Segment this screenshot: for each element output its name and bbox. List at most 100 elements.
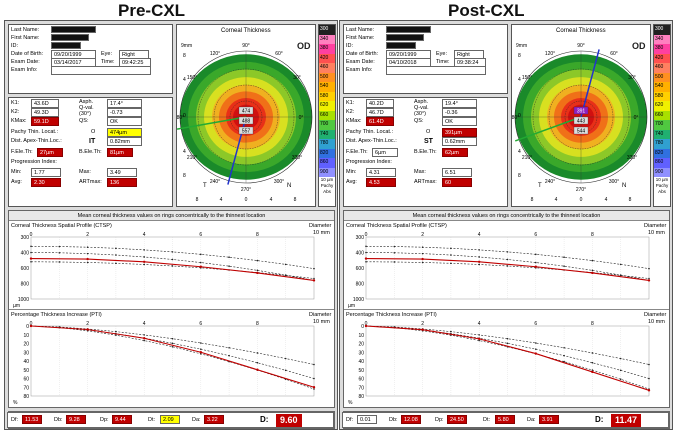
y-tick: 800 [356, 282, 365, 288]
normative-point [535, 342, 537, 344]
patient-point [86, 257, 89, 261]
scale-step: 540 [319, 82, 335, 92]
fele-label: F.Ele.Th: [346, 149, 368, 155]
y-tick: 600 [21, 266, 30, 272]
qs-label: QS: [414, 118, 424, 124]
scale-step: 460 [319, 63, 335, 73]
y-tick: 30 [23, 350, 29, 356]
x-tick: 0 [365, 321, 368, 327]
map-value-box [238, 116, 254, 125]
diameter-label: Diameter [309, 223, 332, 229]
normative-point [171, 251, 174, 253]
scale-step: 860 [654, 158, 670, 168]
normative-point [30, 245, 32, 248]
dt-value: 2.09 [160, 415, 180, 424]
x-tick: 6 [534, 321, 537, 327]
normative-point [393, 261, 396, 263]
eye-indicator: OD [297, 41, 311, 51]
avg-field: 2.30 [31, 178, 61, 187]
normative-curve [30, 325, 315, 390]
normative-point [313, 388, 315, 390]
avg-label: Avg: [11, 179, 22, 185]
normative-point [421, 252, 424, 255]
db-label: Db: [389, 417, 398, 423]
normative-point [591, 369, 594, 371]
last-name-field[interactable] [386, 26, 431, 33]
normative-point [256, 259, 259, 262]
info-label: Exam Info: [11, 67, 38, 73]
y-tick: 600 [356, 266, 365, 272]
normative-point [143, 263, 145, 266]
keratometry-box: K1: 43.6D K2: 49.3D KMax: 59.1D Asph. Q-val. (30… [8, 97, 173, 207]
thickness-map-box: Corneal Thickness 391 443 544 OD 9mm 90° 270° 18… [511, 24, 651, 207]
normative-point [450, 254, 452, 256]
y-tick: 1000 [18, 297, 29, 303]
normative-point [115, 254, 117, 256]
normative-point [256, 269, 259, 272]
title-post: Post-CXL [448, 1, 525, 20]
y-unit: µm [348, 303, 355, 309]
scale-step: 780 [654, 139, 670, 149]
id-field[interactable] [386, 42, 416, 49]
y-tick: 70 [358, 385, 364, 391]
normative-point [421, 261, 424, 264]
eye-indicator: OD [632, 41, 646, 51]
scale-step: 420 [654, 53, 670, 63]
y-tick: 20 [23, 342, 29, 348]
id-field[interactable] [51, 42, 81, 49]
k1-field: 40.2D [366, 99, 394, 108]
last-name-field[interactable] [51, 26, 96, 33]
patient-point [29, 257, 33, 260]
meridian-line [580, 49, 600, 118]
angle-label: 30° [628, 75, 636, 81]
scale-footer: Abs [323, 189, 331, 194]
mean-band: Mean corneal thickness values on rings c… [344, 211, 669, 221]
angle-label-bottom: 270° [241, 187, 251, 193]
y-tick: 300 [21, 235, 30, 241]
qs-field: OK [442, 117, 477, 126]
normative-point [200, 253, 202, 256]
y-unit: µm [13, 303, 20, 309]
color-scale: 300 340 380 420 460 500 540 580 620 660 700 740 780 8… [318, 24, 336, 207]
asph-field: 19.4° [442, 99, 477, 108]
map-value: 488 [242, 119, 251, 125]
angle-label-right: 0° [299, 115, 304, 121]
first-name-field[interactable] [51, 34, 89, 41]
angle-label: 60° [610, 51, 618, 57]
angle-label-top: 90° [577, 43, 585, 49]
asph-field: 17.4° [107, 99, 142, 108]
patient-point [534, 352, 537, 355]
y-tick: 0 [518, 113, 521, 119]
normative-point [535, 253, 537, 256]
normative-point [86, 246, 89, 248]
scale-step: 340 [319, 34, 335, 44]
dt-label: Dt: [148, 417, 156, 423]
normative-point [591, 361, 594, 364]
angle-label: 330° [292, 155, 302, 161]
patient-point [647, 389, 651, 392]
normative-point [506, 258, 509, 261]
y-tick: 0 [183, 113, 186, 119]
y-tick: 8 [518, 173, 521, 179]
normative-point [228, 354, 230, 357]
first-name-field[interactable] [386, 34, 424, 41]
info-label: Last Name: [346, 27, 375, 33]
k1-field: 43.6D [31, 99, 59, 108]
y-tick: 4 [183, 77, 186, 83]
y-tick: 40 [23, 359, 29, 365]
normative-point [313, 377, 315, 380]
map-value-box [573, 106, 589, 115]
y-tick: 50 [358, 368, 364, 374]
patient-info-box: Last Name: First Name: ID: Date of Birth: Ex… [343, 24, 508, 94]
y-tick: 80 [23, 394, 29, 400]
angle-label: 300° [274, 179, 284, 185]
dp-value: 9.44 [112, 415, 132, 424]
angle-label-bottom: 270° [576, 187, 586, 193]
scale-step: 900 [319, 167, 335, 177]
normative-point [619, 369, 622, 372]
normative-point [313, 363, 315, 366]
normative-point [284, 369, 287, 372]
dp-value: 24.50 [447, 415, 467, 424]
